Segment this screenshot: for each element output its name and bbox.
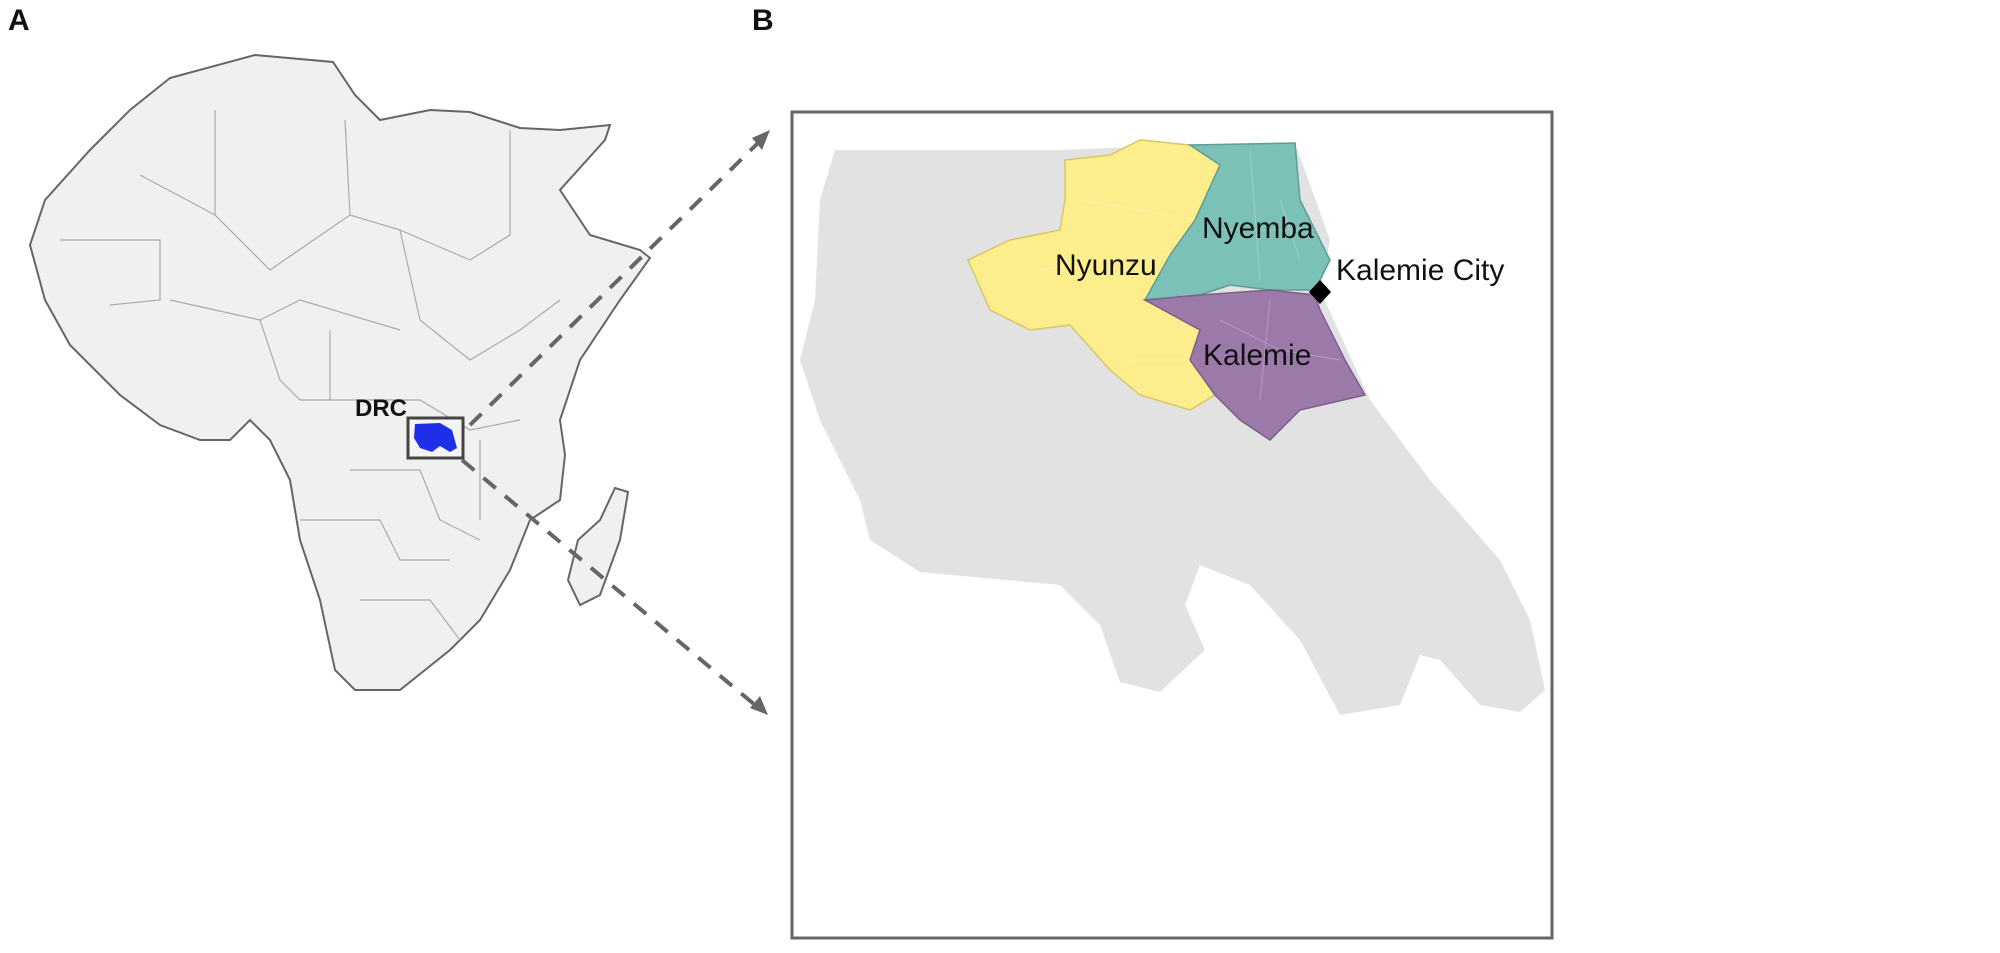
panel-a-label: A [8, 4, 30, 37]
region-nyemba[interactable] [1143, 142, 1331, 301]
arrow-head-bottom [750, 696, 768, 715]
study-area-highlight [414, 423, 457, 452]
africa-map: DRC [28, 53, 652, 691]
label-nyunzu: Nyunzu [1055, 249, 1157, 282]
region-kalemie[interactable] [1142, 289, 1367, 441]
connector-top [468, 141, 760, 427]
country-borders [60, 110, 561, 641]
madagascar [566, 486, 630, 607]
label-nyemba: Nyemba [1202, 212, 1314, 245]
kalemie-city-marker[interactable] [1309, 280, 1331, 304]
zoom-connectors [460, 141, 760, 707]
connector-bottom [460, 458, 757, 707]
panel-b-label: B [752, 4, 774, 37]
label-kalemie-city: Kalemie City [1336, 254, 1504, 287]
health-area-borders [1039, 149, 1341, 401]
africa-continent [28, 53, 652, 691]
arrow-head-top [752, 130, 770, 150]
label-kalemie: Kalemie [1203, 339, 1311, 372]
drc-label: DRC [355, 395, 407, 422]
